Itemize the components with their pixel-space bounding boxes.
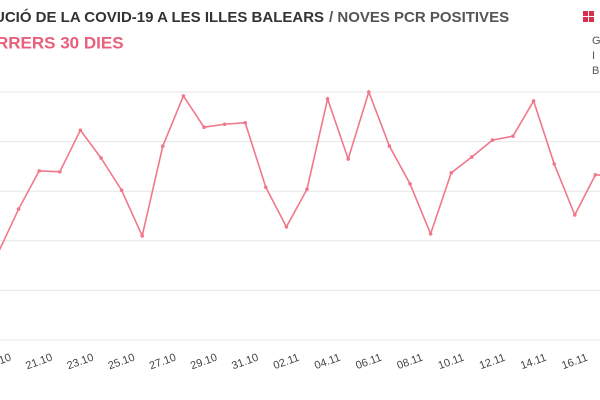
point bbox=[181, 94, 186, 98]
point bbox=[99, 156, 103, 160]
chart-title: UCIÓ DE LA COVID-19 A LES ILLES BALEARS bbox=[0, 8, 324, 26]
point bbox=[78, 128, 83, 132]
point bbox=[552, 162, 556, 166]
x-tick-label: 14.11 bbox=[519, 352, 548, 372]
point bbox=[531, 99, 536, 103]
x-tick-label: 16.11 bbox=[560, 352, 589, 372]
point bbox=[573, 213, 577, 217]
point bbox=[593, 173, 598, 177]
point bbox=[449, 171, 454, 175]
x-tick-label: 08.11 bbox=[395, 352, 424, 372]
point bbox=[428, 232, 433, 236]
x-tick-label: 06.11 bbox=[354, 352, 383, 372]
x-tick-label: 12.11 bbox=[478, 352, 507, 372]
point bbox=[119, 188, 124, 193]
point bbox=[37, 169, 41, 173]
point bbox=[140, 234, 144, 238]
x-tick-label: 27.10 bbox=[148, 352, 178, 373]
logo-mark bbox=[589, 11, 594, 16]
logo-mark bbox=[583, 17, 588, 22]
logo-mark bbox=[583, 11, 588, 16]
point bbox=[264, 185, 268, 190]
point bbox=[222, 122, 227, 127]
x-tick-label: 25.10 bbox=[107, 352, 137, 373]
point bbox=[387, 144, 392, 148]
point bbox=[243, 120, 247, 125]
point bbox=[490, 138, 495, 142]
line bbox=[0, 89, 600, 251]
logo-letter: B bbox=[592, 65, 599, 77]
x-tick-label: 19.10 bbox=[0, 352, 13, 373]
point bbox=[408, 181, 412, 186]
point bbox=[305, 187, 309, 192]
x-tick-label: 23.10 bbox=[65, 352, 95, 373]
x-tick-label: 31.10 bbox=[230, 352, 260, 373]
point bbox=[161, 144, 165, 148]
logo-letter: G bbox=[592, 35, 600, 47]
logo: G I B bbox=[583, 11, 600, 77]
point bbox=[470, 155, 474, 159]
x-tick-label: 10.11 bbox=[437, 352, 466, 372]
point bbox=[325, 97, 330, 101]
logo-letter: I bbox=[592, 50, 595, 62]
point bbox=[16, 207, 21, 211]
logo-mark bbox=[589, 17, 594, 22]
point bbox=[511, 134, 515, 138]
point bbox=[284, 225, 289, 229]
point bbox=[367, 90, 371, 94]
x-tick-label: 02.11 bbox=[272, 352, 301, 372]
chart-title-suffix: / NOVES PCR POSITIVES bbox=[329, 9, 509, 26]
x-tick-label: 21.10 bbox=[24, 352, 54, 373]
point bbox=[202, 125, 206, 130]
chart-subtitle: RRERS 30 DIES bbox=[0, 33, 124, 52]
point bbox=[346, 157, 351, 161]
x-tick-label: 04.11 bbox=[313, 352, 342, 372]
point bbox=[58, 170, 62, 174]
x-tick-label: 29.10 bbox=[189, 352, 219, 373]
